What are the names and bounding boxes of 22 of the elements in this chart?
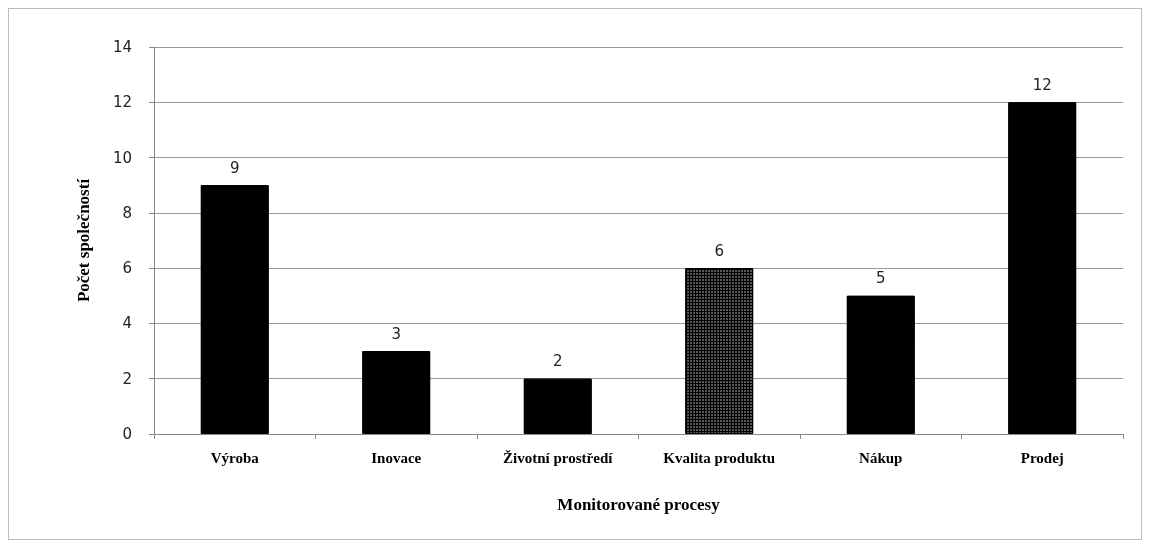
y-tick-label: 12 [112,93,132,112]
y-tick-label: 2 [122,369,132,388]
y-tick-label: 6 [122,259,132,278]
data-label: 12 [1032,75,1052,94]
x-tick-label: Kvalita produktu [663,449,776,466]
y-tick-label: 10 [112,148,132,167]
y-axis-title: Počet společností [74,178,93,303]
x-tick-label: Životní prostředí [503,449,614,466]
x-tick-label: Prodej [1020,449,1064,466]
y-tick-label: 8 [122,203,132,222]
y-tick-label: 0 [122,425,132,443]
x-axis-title: Monitorované procesy [557,495,721,514]
data-label: 2 [552,352,563,371]
data-label: 6 [714,241,725,260]
data-label: 3 [391,324,402,343]
data-label: 5 [875,269,886,288]
y-tick-label: 14 [112,38,132,56]
x-tick-label: Inovace [371,449,422,466]
x-tick-label: Výroba [210,449,260,466]
data-label: 9 [229,158,240,177]
y-tick-label: 4 [122,314,132,333]
x-tick-label: Nákup [859,449,903,466]
